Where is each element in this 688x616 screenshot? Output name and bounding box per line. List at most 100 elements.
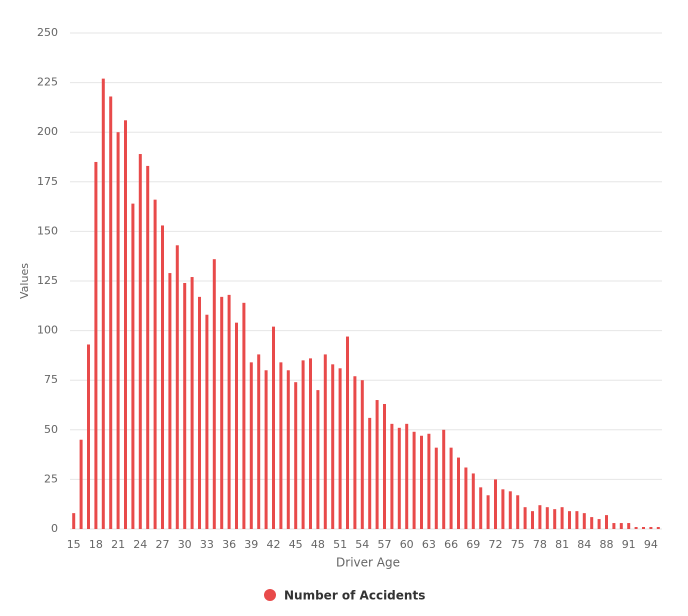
bar [227, 294, 231, 529]
x-tick-label: 69 [466, 538, 480, 551]
bar [634, 527, 638, 529]
x-axis-title: Driver Age [336, 556, 400, 570]
y-tick-label: 175 [37, 175, 58, 188]
bar [183, 282, 187, 529]
x-tick-label: 45 [289, 538, 303, 551]
bar [131, 203, 135, 529]
x-tick-label: 15 [67, 538, 81, 551]
bar [568, 511, 571, 529]
bar [235, 322, 238, 529]
y-tick-label: 75 [44, 373, 58, 386]
bar [309, 358, 312, 529]
x-tick-label: 33 [200, 538, 214, 551]
bar [146, 165, 150, 530]
bar [449, 447, 453, 529]
bar [457, 457, 460, 529]
bar [331, 364, 335, 529]
x-tick-label: 57 [378, 538, 392, 551]
x-tick-label: 36 [222, 538, 236, 551]
bar [175, 245, 179, 529]
bar [220, 296, 224, 529]
bar [627, 523, 631, 529]
bar [619, 523, 623, 529]
x-tick-label: 48 [311, 538, 325, 551]
bar [508, 491, 512, 529]
x-tick-label: 30 [178, 538, 192, 551]
bar [124, 120, 127, 530]
x-tick-label: 60 [400, 538, 414, 551]
bar [138, 154, 142, 530]
y-axis-title: Values [18, 263, 31, 299]
bar [294, 382, 298, 529]
x-tick-label: 27 [156, 538, 170, 551]
bar [338, 368, 342, 529]
bar [494, 479, 497, 529]
bar [656, 527, 660, 529]
bar [242, 302, 246, 529]
bar [286, 370, 290, 529]
bar [383, 404, 386, 529]
x-tick-label: 72 [489, 538, 503, 551]
x-tick-label: 84 [577, 538, 591, 551]
bar [412, 431, 416, 529]
bar [516, 495, 520, 529]
bar [198, 296, 201, 529]
bar [257, 354, 261, 529]
bar [597, 519, 601, 529]
bar [353, 376, 357, 529]
bar [420, 435, 423, 529]
bar [264, 370, 268, 529]
y-tick-label: 250 [37, 26, 58, 39]
bar [397, 427, 401, 529]
bar [161, 225, 164, 529]
bar [442, 429, 446, 529]
bar [301, 360, 305, 529]
bar [531, 511, 534, 529]
bar [153, 199, 157, 529]
x-tick-label: 88 [600, 538, 614, 551]
bar [649, 527, 653, 529]
legend-label: Number of Accidents [284, 589, 425, 603]
bar [368, 417, 372, 529]
x-tick-label: 94 [644, 538, 658, 551]
bar [434, 447, 438, 529]
bar [279, 362, 283, 529]
x-tick-label: 51 [333, 538, 347, 551]
bar [486, 495, 490, 529]
y-tick-label: 0 [51, 522, 58, 535]
x-tick-label: 18 [89, 538, 103, 551]
x-tick-label: 91 [622, 538, 636, 551]
bar [101, 78, 105, 529]
y-tick-label: 125 [37, 274, 58, 287]
x-tick-label: 39 [244, 538, 258, 551]
y-tick-label: 100 [37, 324, 58, 337]
legend-marker [264, 589, 276, 601]
x-tick-label: 21 [111, 538, 125, 551]
bar [375, 400, 379, 529]
bar [405, 423, 409, 529]
y-tick-label: 50 [44, 423, 58, 436]
y-tick-label: 25 [44, 472, 58, 485]
bar [560, 507, 564, 529]
bar [501, 489, 505, 529]
bar [360, 380, 364, 529]
bar [575, 511, 579, 529]
y-tick-label: 200 [37, 125, 58, 138]
bar [590, 517, 594, 529]
bar [553, 509, 557, 529]
bar [427, 433, 431, 529]
x-tick-label: 63 [422, 538, 436, 551]
x-tick-label: 66 [444, 538, 458, 551]
bar [605, 515, 608, 529]
bar [94, 161, 98, 529]
bar [212, 259, 216, 529]
bar [582, 513, 586, 529]
bar [523, 507, 527, 529]
bar [116, 132, 120, 529]
bar [272, 326, 275, 529]
y-tick-label: 225 [37, 76, 58, 89]
bar [249, 362, 253, 529]
bar [79, 439, 83, 529]
bar [168, 273, 172, 529]
x-tick-label: 81 [555, 538, 569, 551]
